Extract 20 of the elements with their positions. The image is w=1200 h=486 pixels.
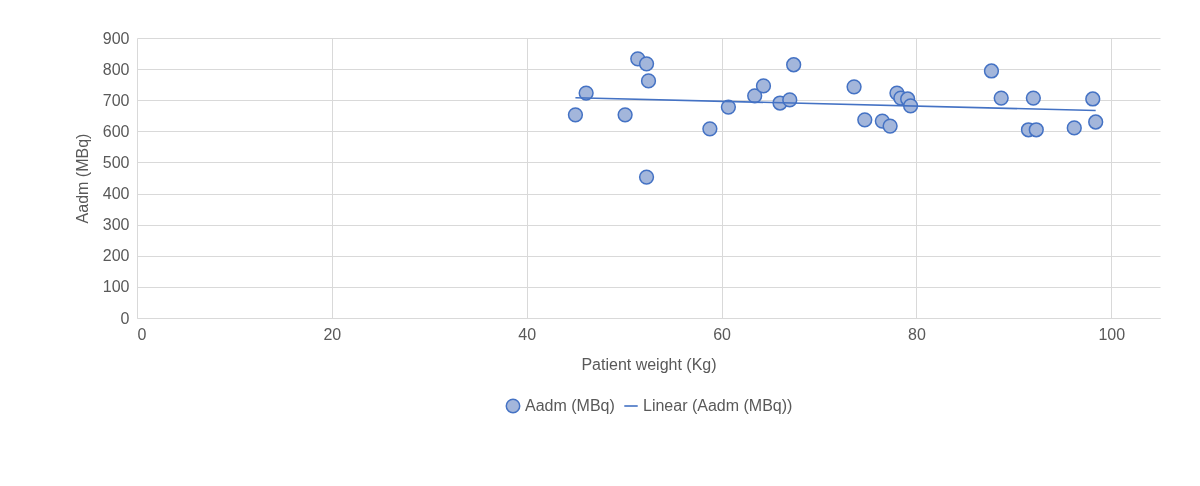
y-axis-title: Aadm (MBq) — [73, 133, 91, 224]
y-tick-label: 600 — [102, 122, 130, 140]
y-tick-label: 400 — [102, 185, 130, 203]
x-tick-label: 20 — [323, 325, 342, 343]
y-tick-label: 0 — [120, 309, 130, 327]
y-tick-label: 700 — [102, 91, 130, 109]
y-tick-label: 500 — [102, 153, 130, 171]
legend-label: Aadm (MBq) — [525, 397, 615, 414]
y-tick-label: 300 — [102, 216, 130, 234]
y-tick-label: 200 — [102, 247, 130, 265]
x-axis-title: Patient weight (Kg) — [581, 355, 717, 373]
y-tick-label: 800 — [102, 60, 130, 78]
y-tick-label: 900 — [102, 29, 130, 47]
x-tick-label: 80 — [908, 325, 926, 343]
x-tick-label: 40 — [518, 325, 537, 343]
legend-label: Linear (Aadm (MBq)) — [643, 397, 793, 414]
x-tick-label: 100 — [1098, 325, 1126, 343]
x-tick-label: 0 — [137, 325, 147, 343]
y-tick-label: 100 — [102, 278, 130, 296]
x-tick-label: 60 — [713, 325, 732, 343]
